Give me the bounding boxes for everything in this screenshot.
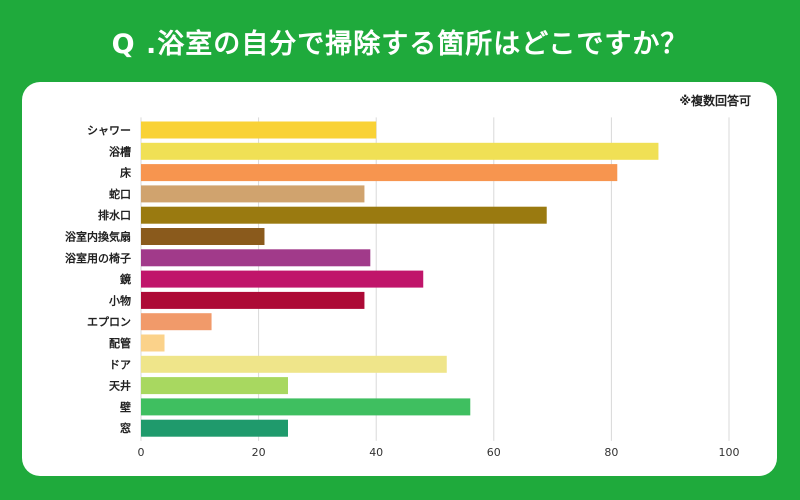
category-label: 配管 [109,336,131,350]
x-tick-label: 60 [487,446,501,459]
category-label: 排水口 [98,208,131,222]
bar [141,249,371,267]
category-label: 窓 [120,421,131,435]
x-tick-label: 40 [369,446,383,459]
category-label: 浴室内換気扇 [65,230,131,244]
bar [141,377,288,395]
bar [141,228,265,245]
category-label: 床 [120,166,132,180]
bar [141,185,365,203]
category-label: シャワー [87,124,131,137]
chart-panel: ※複数回答可 0 20 40 60 80 100 シャワー浴槽床蛇口排水口浴室内換気扇 浴室用… [22,82,777,476]
multiple-answers-note: ※複数回答可 [679,94,751,108]
bar [141,398,471,416]
category-label: 天井 [109,379,131,393]
bar [141,313,212,331]
page-title: Q .浴室の自分で掃除する箇所はどこですか？ [111,29,689,60]
category-label: 浴室用の椅子 [65,251,131,265]
x-tick-label: 100 [719,446,740,459]
bar [141,291,365,309]
category-label: 壁 [120,400,131,414]
bar [141,270,424,288]
bar [141,334,165,352]
bar [141,206,547,224]
bar [141,121,377,139]
bar [141,355,447,373]
bar-chart: 0 20 40 60 80 100 シャワー浴槽床蛇口排水口浴室内換気扇浴室用の椅子鏡小物エ… [65,117,740,459]
x-tick-label: 0 [138,446,145,459]
category-label: 浴槽 [109,144,131,158]
category-label: 鏡 [120,272,131,286]
bar [141,142,659,160]
x-tick-label: 80 [604,446,618,459]
bar [141,164,618,182]
category-label: ドア [109,358,131,371]
category-label: 蛇口 [109,187,131,201]
bar [141,419,288,437]
x-tick-label: 20 [252,446,266,459]
category-label: エプロン [87,315,131,329]
category-label: 小物 [108,293,131,307]
